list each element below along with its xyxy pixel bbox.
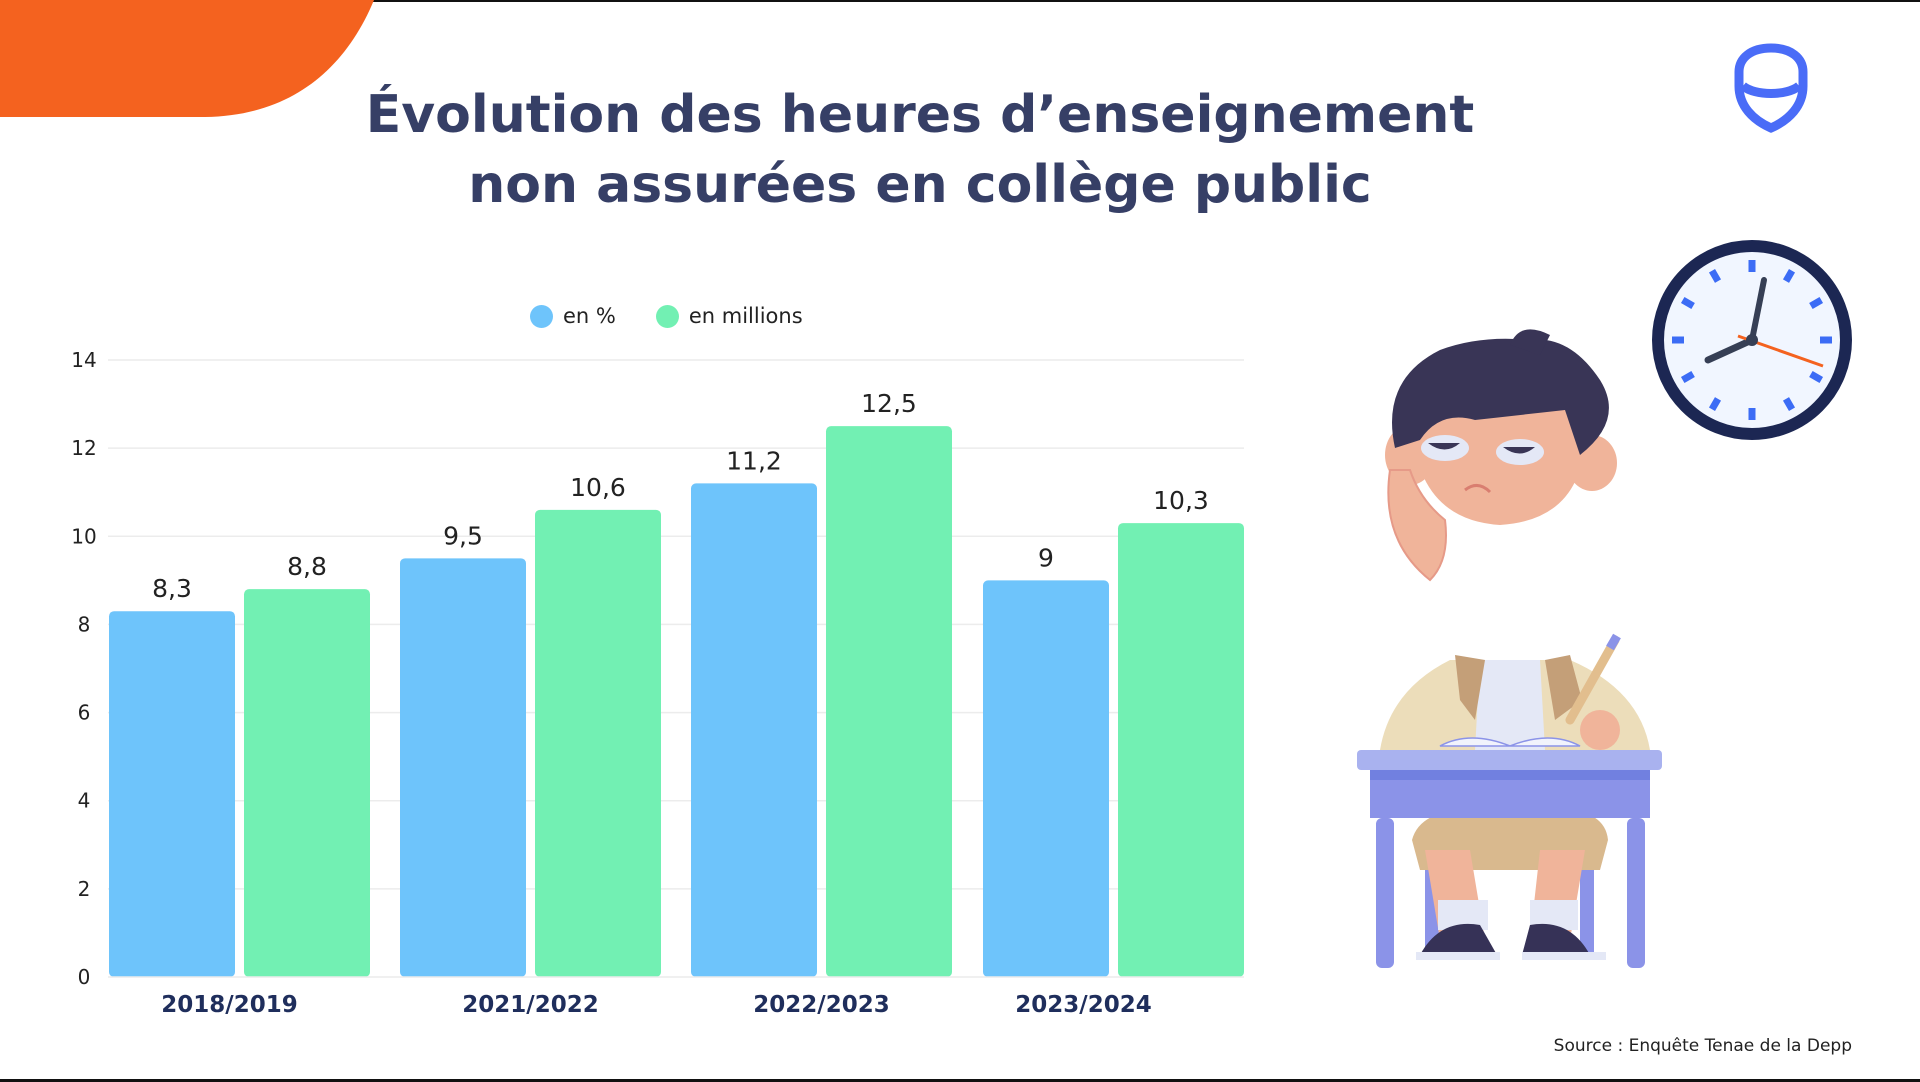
y-tick-label: 2 bbox=[78, 877, 91, 901]
legend-label: en millions bbox=[688, 304, 803, 328]
data-label: 8,8 bbox=[287, 552, 327, 581]
data-label: 10,3 bbox=[1153, 486, 1209, 515]
bar bbox=[535, 509, 661, 977]
bar bbox=[109, 611, 235, 977]
y-tick-label: 6 bbox=[78, 701, 91, 725]
clock-tick bbox=[1680, 296, 1695, 310]
bar bbox=[400, 558, 526, 977]
bar bbox=[826, 426, 952, 977]
bar bbox=[244, 589, 370, 977]
title-line-2: non assurées en collège public bbox=[468, 155, 1372, 215]
x-tick-label: 2021/2022 bbox=[462, 992, 598, 1018]
bottom-border bbox=[0, 1079, 1920, 1082]
clock-tick bbox=[1680, 370, 1695, 384]
x-tick-label: 2018/2019 bbox=[161, 992, 297, 1018]
data-label: 11,2 bbox=[726, 446, 782, 475]
clock-tick bbox=[1708, 268, 1722, 283]
data-label: 12,5 bbox=[861, 389, 917, 418]
clock-tick bbox=[1809, 296, 1824, 310]
x-tick-label: 2023/2024 bbox=[1015, 992, 1151, 1018]
orange-corner-shape bbox=[0, 0, 374, 117]
bar bbox=[983, 580, 1109, 977]
legend-item-percent: en % bbox=[530, 304, 616, 328]
top-border bbox=[0, 0, 1920, 2]
chart-legend: en % en millions bbox=[530, 304, 843, 328]
legend-label: en % bbox=[563, 304, 616, 328]
bar-chart: 0 2 4 6 8 10 12 14 8,3 8,8 2018/2019 9,5 10,6 2021/20… bbox=[71, 348, 1244, 1018]
data-label: 9 bbox=[1038, 543, 1054, 572]
data-label: 10,6 bbox=[570, 473, 626, 502]
source-note: Source : Enquête Tenae de la Depp bbox=[1553, 1036, 1852, 1056]
legend-swatch-blue bbox=[530, 304, 553, 328]
clock-icon bbox=[1652, 240, 1852, 440]
clock-tick bbox=[1708, 397, 1722, 412]
data-label: 8,3 bbox=[152, 574, 192, 603]
legend-swatch-green bbox=[655, 304, 679, 328]
bar bbox=[691, 483, 817, 977]
x-tick-label: 2022/2023 bbox=[753, 992, 889, 1018]
bar bbox=[1118, 523, 1244, 977]
y-tick-label: 4 bbox=[78, 789, 91, 813]
title-line-1: Évolution des heures d’enseignement bbox=[365, 85, 1475, 145]
legend-item-millions: en millions bbox=[655, 304, 803, 328]
student-figure bbox=[1357, 329, 1662, 968]
y-tick-label: 8 bbox=[78, 612, 91, 636]
y-tick-label: 10 bbox=[71, 524, 96, 548]
y-tick-label: 12 bbox=[71, 436, 96, 460]
clock-tick bbox=[1782, 397, 1796, 412]
shield-logo-icon bbox=[1734, 43, 1808, 133]
data-label: 9,5 bbox=[443, 521, 483, 550]
clock-tick bbox=[1782, 268, 1796, 283]
y-tick-label: 0 bbox=[78, 965, 91, 989]
page-title: Évolution des heures d’enseignement non … bbox=[300, 80, 1540, 220]
clock-tick bbox=[1809, 370, 1824, 384]
y-tick-label: 14 bbox=[71, 348, 96, 372]
